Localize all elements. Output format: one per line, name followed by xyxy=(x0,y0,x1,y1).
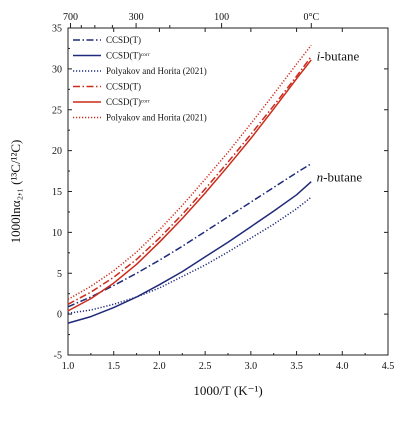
series-line-n-butane-2 xyxy=(67,196,312,315)
series-line-i-butane-3 xyxy=(67,56,312,305)
x-tick-label: 2.5 xyxy=(199,361,212,372)
y-tick-label: 15 xyxy=(52,187,62,198)
legend-label: CCSD(T)ᶜᵒʳʳ xyxy=(106,97,150,107)
x-tick-label: 3.0 xyxy=(245,361,258,372)
series-line-n-butane-0 xyxy=(67,163,312,308)
annotation-rest: -butane xyxy=(320,49,359,64)
series-line-i-butane-4 xyxy=(67,59,312,312)
series-annotation: n-butane xyxy=(317,170,363,185)
x-axis-title: 1000/T (K⁻¹) xyxy=(193,383,262,398)
top-tick-label: 300 xyxy=(129,12,144,23)
y-tick-label: -5 xyxy=(54,351,62,362)
series-line-n-butane-1 xyxy=(67,181,312,324)
legend-label: CCSD(T) xyxy=(106,35,141,45)
y-tick-label: 0 xyxy=(57,310,62,321)
y-tick-label: 20 xyxy=(52,146,62,157)
y-tick-label: 10 xyxy=(52,228,62,239)
annotation-rest: -butane xyxy=(323,170,362,185)
x-tick-label: 1.5 xyxy=(107,361,120,372)
x-tick-label: 4.0 xyxy=(336,361,349,372)
series-lines xyxy=(67,44,312,324)
series-line-i-butane-5 xyxy=(67,44,312,301)
x-tick-label: 3.5 xyxy=(290,361,303,372)
top-tick-label: 100 xyxy=(214,12,229,23)
series-annotation: i-butane xyxy=(317,49,360,64)
legend: CCSD(T) CCSD(T)ᶜᵒʳʳ Polyakov and Horita (2… xyxy=(73,35,207,123)
legend-label: Polyakov and Horita (2021) xyxy=(106,66,207,76)
x-tick-label: 4.5 xyxy=(382,361,395,372)
legend-label: Polyakov and Horita (2021) xyxy=(106,113,207,123)
x-tick-label: 1.0 xyxy=(62,361,75,372)
annotation-prefix: i xyxy=(317,49,321,64)
y-tick-label: 25 xyxy=(52,105,62,116)
y-axis-title: 1000lnα₂,₁ (¹³C/¹²C) xyxy=(8,140,23,244)
y-tick-label: 30 xyxy=(52,64,62,75)
y-tick-label: 5 xyxy=(57,269,62,280)
top-tick-label: 0°C xyxy=(303,12,319,23)
x-tick-label: 2.0 xyxy=(153,361,166,372)
legend-label: CCSD(T) xyxy=(106,82,141,92)
axis-ticks: 1.0 1.5 2.0 2.5 3.0 3.5 4.0 4.5 -5 0 5 10 15 20 25 30 35… xyxy=(52,12,394,372)
annotation-prefix: n xyxy=(317,170,324,185)
legend-label: CCSD(T)ᶜᵒʳʳ xyxy=(106,51,150,61)
top-tick-label: 700 xyxy=(63,12,78,23)
y-tick-label: 35 xyxy=(52,24,62,35)
